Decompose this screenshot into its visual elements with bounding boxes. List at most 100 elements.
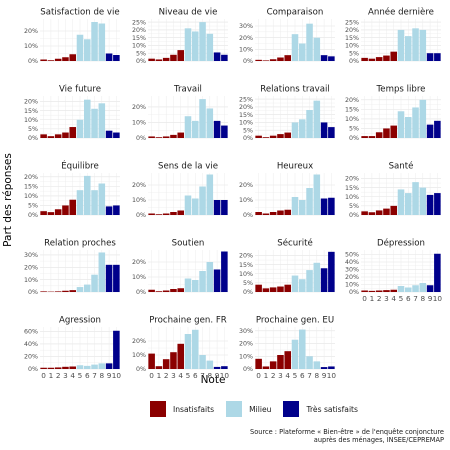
bar <box>62 366 69 369</box>
bar <box>221 366 228 369</box>
bar <box>40 59 47 61</box>
bar <box>91 190 98 215</box>
bar <box>213 200 221 215</box>
bar <box>291 34 299 61</box>
y-tick-label: 10% <box>345 116 359 123</box>
bar <box>40 134 47 138</box>
y-tick-label: 0% <box>349 212 359 219</box>
bar <box>177 50 184 61</box>
bar <box>412 107 419 138</box>
bar <box>262 137 270 138</box>
bar <box>177 343 184 369</box>
bar <box>419 29 427 61</box>
legend: Insatisfaits Milieu Très satisfaits <box>150 400 370 418</box>
bar <box>419 187 427 215</box>
bar <box>255 212 262 215</box>
bar <box>192 329 199 369</box>
legend-item-insatisfaits: Insatisfaits <box>150 401 214 417</box>
x-tick-label: 7 <box>307 371 312 380</box>
y-tick-label: 25% <box>345 19 359 26</box>
bar <box>405 287 412 292</box>
bar <box>98 103 106 138</box>
panel-title: Année dernière <box>368 7 434 18</box>
bar <box>299 43 306 61</box>
bar <box>269 361 277 369</box>
panel-title: Sens de la vie <box>158 162 218 172</box>
bar <box>62 132 69 138</box>
bar <box>98 23 106 61</box>
bar <box>320 268 328 292</box>
y-tick-label: 30% <box>24 252 38 259</box>
legend-swatch-milieu <box>226 401 243 417</box>
x-tick-label: 8 <box>420 294 425 303</box>
y-tick-label: 20% <box>24 264 38 271</box>
bar <box>69 290 76 292</box>
panel-title: Satisfaction de vie <box>40 8 119 18</box>
panel-title: Soutien <box>172 239 205 249</box>
panel-3: 0% 10% 20% 30% Comparaison <box>239 8 335 65</box>
panel-title: Équilibre <box>61 160 99 172</box>
bar <box>284 351 291 369</box>
bar <box>221 251 228 292</box>
y-tick-label: 0% <box>136 58 146 65</box>
panel-17: 0% 20% 40% 60% Agression <box>24 316 120 373</box>
panel-title: Vie future <box>59 85 101 95</box>
x-axis-title: Note <box>201 374 226 386</box>
bar <box>434 193 441 215</box>
panel-8: 0% 5% 10% 15% 20% Temps libre <box>345 85 441 142</box>
y-tick-label: 20% <box>345 97 359 104</box>
y-tick-label: 5% <box>349 126 359 133</box>
bar <box>84 365 91 369</box>
bar <box>434 120 441 138</box>
y-tick-label: 10% <box>345 194 359 201</box>
panel-14: 0% 10% 20% Soutien <box>132 239 228 296</box>
bar <box>40 211 47 215</box>
bar <box>40 291 47 292</box>
bar <box>320 198 328 215</box>
bar <box>69 54 76 61</box>
bar <box>328 197 335 215</box>
bar <box>192 31 199 61</box>
bar <box>313 100 321 138</box>
y-tick-label: 0% <box>28 212 38 219</box>
y-tick-label: 50% <box>345 252 359 259</box>
bar <box>221 125 228 138</box>
bar <box>155 137 163 138</box>
y-tick-label: 0% <box>28 289 38 296</box>
y-tick-label: 40% <box>24 341 38 348</box>
bar <box>299 200 306 215</box>
bar <box>54 367 62 369</box>
y-tick-label: 0% <box>243 135 253 142</box>
bar <box>306 110 313 138</box>
bar <box>162 213 170 215</box>
y-tick-label: 0% <box>136 289 146 296</box>
bar <box>192 280 199 292</box>
y-tick-label: 0% <box>349 289 359 296</box>
bar <box>184 195 192 215</box>
y-tick-label: 30% <box>239 23 253 30</box>
bar <box>262 60 270 61</box>
y-tick-label: 5% <box>243 280 253 287</box>
bar <box>184 334 192 369</box>
bar <box>206 33 214 61</box>
y-tick-label: 0% <box>136 366 146 373</box>
y-tick-label: 15% <box>345 35 359 42</box>
bar <box>84 99 91 138</box>
bar <box>277 286 284 292</box>
bar <box>98 183 106 215</box>
bar <box>47 212 55 215</box>
x-tick-label: 3 <box>278 371 283 380</box>
bar <box>162 136 170 138</box>
panel-15: 0% 5% 10% 15% 20% Sécurité <box>239 238 335 296</box>
y-tick-label: 5% <box>349 203 359 210</box>
bar <box>426 53 434 61</box>
bar <box>155 366 163 369</box>
bar <box>155 214 163 215</box>
bar <box>221 54 228 61</box>
bar <box>434 253 441 292</box>
y-tick-label: 15% <box>132 35 146 42</box>
bar <box>199 22 206 61</box>
y-tick-label: 0% <box>136 135 146 142</box>
y-tick-label: 20% <box>24 28 38 35</box>
